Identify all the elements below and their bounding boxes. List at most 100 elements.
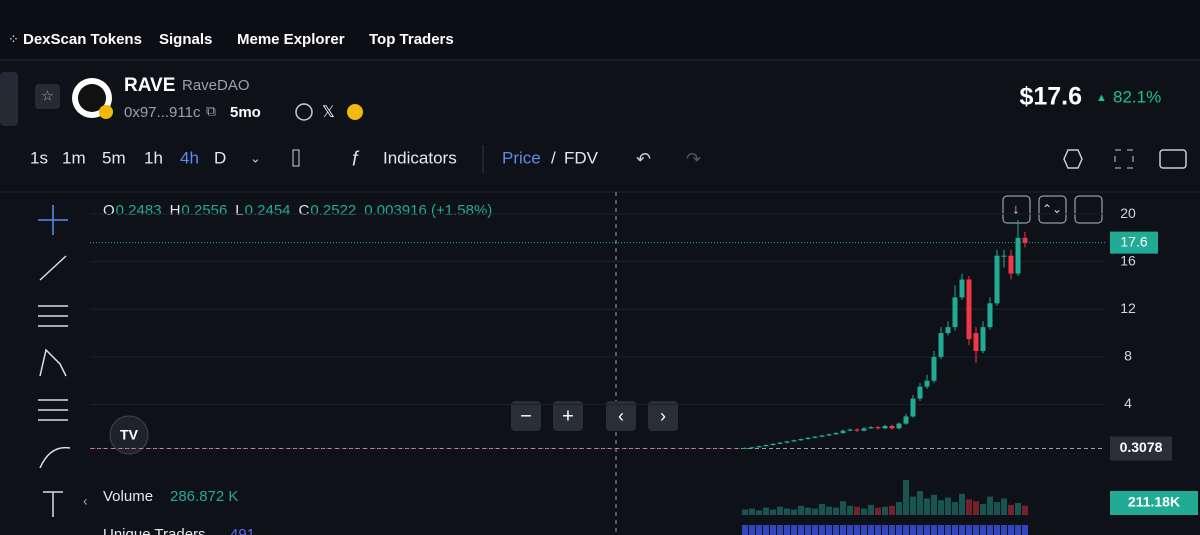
interval-button[interactable]: 1s xyxy=(30,148,48,167)
price-change: 82.1% xyxy=(1113,87,1161,106)
token-age: 5mo xyxy=(230,104,261,121)
indicators-button[interactable]: Indicators xyxy=(383,148,457,167)
fib-tool[interactable] xyxy=(38,305,68,327)
brush-tool[interactable] xyxy=(39,446,71,469)
text-tool[interactable] xyxy=(43,491,63,517)
unique-traders-value: 491 xyxy=(230,526,255,535)
traders-bar xyxy=(812,525,818,535)
separator: / xyxy=(551,148,556,167)
collapse-arrow[interactable]: ‹ xyxy=(83,493,88,509)
candle-type-icon[interactable] xyxy=(292,149,300,167)
y-tick-label: 4 xyxy=(1124,395,1132,411)
price-toggle[interactable]: Price xyxy=(502,148,541,167)
pattern-tool[interactable] xyxy=(39,348,67,377)
traders-bar xyxy=(805,525,811,535)
y-tick-label: 20 xyxy=(1120,205,1136,221)
scroll-right[interactable] xyxy=(648,401,678,431)
traders-bar xyxy=(819,525,825,535)
candle-body xyxy=(924,380,930,387)
fullscreen-button[interactable] xyxy=(1114,149,1134,169)
volume-bar xyxy=(994,502,1000,515)
nav-item[interactable]: Top Traders xyxy=(369,31,454,48)
candle-body xyxy=(742,447,748,449)
scroll-latest[interactable] xyxy=(1002,195,1031,224)
fdv-toggle[interactable]: FDV xyxy=(564,148,599,167)
volume-bar xyxy=(868,504,874,515)
scroll-left[interactable] xyxy=(606,401,636,431)
traders-bar xyxy=(833,525,839,535)
ohlc-label: H xyxy=(170,202,181,219)
traders-bar xyxy=(770,525,776,535)
prediction-tool[interactable] xyxy=(38,399,68,421)
zoom-controls: − + ‹ › xyxy=(511,401,678,431)
candle-body xyxy=(931,356,937,381)
ohlc-legend: O 0.2483 H 0.2556 L 0.2454 C 0.2522 0.003916 (+1… xyxy=(103,202,492,219)
nav-item[interactable]: Meme Explorer xyxy=(237,31,345,48)
traders-bar xyxy=(791,525,797,535)
volume-bar xyxy=(770,509,776,515)
candle-body xyxy=(987,303,993,328)
traders-bar xyxy=(826,525,832,535)
maximize-pane[interactable] xyxy=(1074,195,1103,224)
candle-body xyxy=(938,333,944,357)
redo-button[interactable]: ↷ xyxy=(686,149,701,169)
x-icon[interactable]: 𝕏 xyxy=(322,104,335,121)
volume-bar xyxy=(952,502,958,515)
zoom-in[interactable] xyxy=(553,401,583,431)
ohlc-value: 0.2454 xyxy=(245,202,291,219)
interval-button[interactable]: 1h xyxy=(144,148,163,167)
candle-body xyxy=(1001,255,1007,257)
candle-body xyxy=(994,255,1000,304)
volume-bar xyxy=(882,506,888,515)
volume-bar xyxy=(805,507,811,515)
collapse-pane[interactable] xyxy=(1038,195,1067,224)
token-address[interactable]: 0x97...911c xyxy=(124,104,201,121)
volume-bar xyxy=(763,507,769,515)
candle-body xyxy=(854,429,860,431)
screenshot-button[interactable] xyxy=(1159,149,1187,169)
volume-bar xyxy=(791,509,797,515)
right-icon: › xyxy=(660,406,666,426)
intervals: 1s 1m 5m 1h 4h D xyxy=(30,148,226,167)
volume-bar xyxy=(777,506,783,515)
settings-button[interactable] xyxy=(1063,149,1083,169)
favorite-button[interactable] xyxy=(35,84,60,109)
candle-body xyxy=(770,443,776,445)
website-icon[interactable] xyxy=(295,103,313,121)
undo-button[interactable]: ↶ xyxy=(636,149,651,169)
nav: DexScan Tokens Signals Meme Explorer Top Tr… xyxy=(23,31,454,48)
traders-bar xyxy=(980,525,986,535)
copy-icon[interactable]: ⧉ xyxy=(206,103,216,119)
traders-bar xyxy=(1022,525,1028,535)
sidebar-toggle[interactable] xyxy=(0,72,18,126)
link-icon[interactable] xyxy=(347,104,363,120)
crosshair-tool[interactable] xyxy=(38,205,68,235)
candle-body xyxy=(812,436,818,438)
nav-item[interactable]: DexScan Tokens xyxy=(23,31,142,48)
interval-dropdown[interactable]: ⌄ xyxy=(250,150,261,165)
candle-body xyxy=(882,425,888,429)
zoom-out[interactable] xyxy=(511,401,541,431)
traders-bar xyxy=(854,525,860,535)
trendline-tool[interactable] xyxy=(39,255,67,281)
ohlc-label: O xyxy=(103,202,115,219)
interval-button[interactable]: 5m xyxy=(102,148,126,167)
volume-bar xyxy=(840,501,846,515)
traders-bar xyxy=(1008,525,1014,535)
nav-item[interactable]: Signals xyxy=(159,31,212,48)
tradingview-logo[interactable] xyxy=(109,415,149,455)
collapse-icon: ⌃⌄ xyxy=(1042,202,1062,216)
candle-body xyxy=(763,445,769,447)
volume-bar xyxy=(1015,503,1021,515)
interval-button[interactable]: 1m xyxy=(62,148,86,167)
y-tick-label: 12 xyxy=(1120,300,1136,316)
token-logo-inner xyxy=(78,84,106,112)
ohlc-value: 0.2556 xyxy=(181,202,227,219)
interval-button[interactable]: D xyxy=(214,148,226,167)
interval-button[interactable]: 4h xyxy=(180,148,199,167)
volume-bar xyxy=(910,496,916,515)
candle-body xyxy=(868,427,874,429)
volume-bar xyxy=(917,491,923,515)
candle-body xyxy=(966,279,972,340)
candle-body xyxy=(952,297,958,328)
